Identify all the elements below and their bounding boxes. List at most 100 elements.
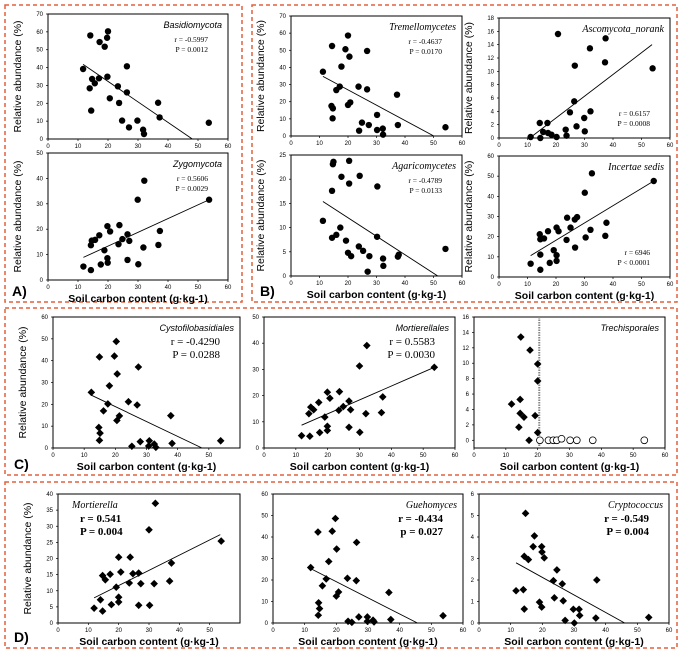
data-point bbox=[649, 65, 656, 72]
data-point bbox=[553, 133, 560, 141]
data-point bbox=[87, 32, 94, 39]
x-tick-label: 20 bbox=[553, 282, 560, 288]
p-value: P = 0.004 bbox=[606, 526, 649, 538]
data-point bbox=[377, 408, 386, 417]
x-axis-label: Soil carbon content (g·kg-1) bbox=[79, 636, 218, 648]
plot-area bbox=[290, 154, 463, 277]
data-point bbox=[593, 576, 601, 584]
data-point bbox=[107, 600, 116, 609]
p-value: P = 0.004 bbox=[80, 526, 123, 538]
y-tick-label: 10 bbox=[487, 69, 494, 75]
y-tick-label: 16 bbox=[462, 315, 469, 321]
y-tick-label: 30 bbox=[261, 557, 268, 563]
data-point bbox=[333, 231, 340, 239]
x-tick-label: 40 bbox=[396, 628, 403, 634]
data-point bbox=[563, 236, 570, 244]
data-point bbox=[554, 30, 562, 38]
data-point bbox=[337, 224, 344, 231]
panel-letter-c: C) bbox=[14, 456, 29, 472]
panel-letter-a: A) bbox=[12, 283, 27, 299]
y-tick-label: 12 bbox=[487, 56, 494, 62]
data-point bbox=[332, 592, 341, 600]
x-tick-label: 10 bbox=[81, 453, 88, 459]
x-axis-label: Soil carbon content (g·kg-1) bbox=[307, 289, 446, 301]
taxon-label: Basidiomycota bbox=[163, 20, 222, 30]
y-tick-label: 0 bbox=[491, 136, 495, 142]
data-point bbox=[573, 213, 581, 221]
correlation-r: r = -0.5997 bbox=[174, 35, 208, 44]
data-point bbox=[394, 121, 402, 129]
data-point bbox=[91, 236, 99, 244]
data-point bbox=[537, 603, 546, 611]
data-point bbox=[650, 177, 657, 185]
x-tick-label: 10 bbox=[502, 453, 509, 459]
data-point bbox=[156, 227, 164, 235]
data-point bbox=[601, 59, 609, 66]
data-point bbox=[550, 594, 559, 602]
data-point bbox=[363, 613, 372, 621]
data-point bbox=[540, 235, 548, 242]
data-point bbox=[116, 568, 125, 576]
x-tick-label: 0 bbox=[497, 282, 501, 288]
data-point bbox=[602, 35, 609, 42]
data-point bbox=[442, 124, 449, 131]
x-tick-label: 60 bbox=[667, 282, 674, 288]
data-point bbox=[363, 617, 372, 626]
data-point bbox=[125, 124, 133, 131]
data-point bbox=[365, 121, 373, 129]
y-tick-label: 20 bbox=[261, 578, 268, 584]
x-tick-label: 20 bbox=[534, 453, 541, 459]
data-point bbox=[118, 117, 126, 124]
y-tick-label: 0 bbox=[283, 274, 287, 280]
data-point bbox=[137, 579, 145, 588]
x-tick-label: 40 bbox=[610, 282, 617, 288]
data-point bbox=[297, 431, 306, 440]
data-point bbox=[588, 170, 596, 177]
data-point bbox=[536, 231, 543, 238]
x-tick-label: 60 bbox=[460, 628, 467, 634]
data-point bbox=[104, 254, 111, 262]
taxon-label: Cystofilobasidiales bbox=[159, 323, 234, 333]
data-point bbox=[355, 127, 363, 134]
data-point bbox=[124, 256, 131, 264]
data-point bbox=[587, 226, 594, 234]
data-point bbox=[563, 132, 570, 139]
data-point bbox=[86, 85, 93, 92]
data-point bbox=[328, 187, 336, 195]
data-point bbox=[342, 237, 350, 244]
data-point bbox=[338, 63, 345, 70]
p-value: P = 0.0012 bbox=[176, 45, 209, 54]
y-tick-label: 70 bbox=[36, 12, 43, 18]
data-point bbox=[362, 409, 370, 418]
x-tick-label: 10 bbox=[75, 144, 82, 150]
data-point bbox=[140, 130, 148, 138]
data-point bbox=[345, 397, 353, 405]
trend-line bbox=[93, 534, 221, 599]
data-point bbox=[592, 614, 600, 622]
data-point bbox=[373, 111, 381, 119]
zero-data-point bbox=[573, 436, 581, 445]
data-point bbox=[602, 232, 609, 240]
x-tick-label: 30 bbox=[581, 282, 588, 288]
scatter-panel-4: 0 10 20 30 40 50 60 0 5 10 15 20 25 Agaricomycetes r =… bbox=[255, 153, 466, 301]
data-point bbox=[549, 576, 558, 585]
y-tick-label: 10 bbox=[261, 600, 268, 606]
data-point bbox=[516, 409, 524, 418]
trend-line bbox=[530, 180, 654, 257]
data-point bbox=[318, 582, 327, 590]
x-tick-label: 30 bbox=[566, 453, 573, 459]
x-tick-label: 30 bbox=[135, 285, 142, 291]
x-tick-label: 10 bbox=[316, 281, 323, 287]
data-point bbox=[553, 566, 561, 574]
data-point bbox=[537, 266, 544, 273]
data-point bbox=[531, 411, 539, 420]
data-point bbox=[347, 252, 355, 260]
x-tick-label: 60 bbox=[225, 285, 232, 291]
y-tick-label: 25 bbox=[46, 540, 53, 546]
x-tick-label: 30 bbox=[365, 628, 372, 634]
panel-frame-d bbox=[4, 481, 678, 649]
data-point bbox=[119, 235, 126, 243]
data-point bbox=[561, 616, 569, 625]
p-value: P = 0.0133 bbox=[410, 186, 443, 195]
x-tick-label: 60 bbox=[662, 453, 669, 459]
